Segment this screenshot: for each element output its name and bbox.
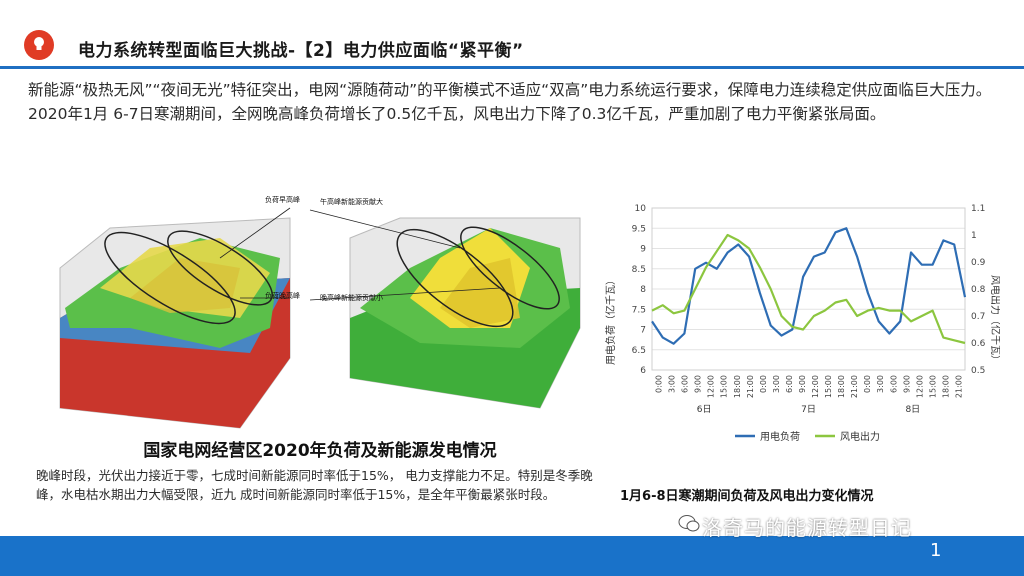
chart-legend: 用电负荷 风电出力 bbox=[735, 430, 880, 443]
x-tick-label: 0:00 bbox=[759, 375, 768, 393]
x-tick-label: 21:00 bbox=[746, 375, 755, 398]
y-tick-label: 10 bbox=[635, 204, 647, 214]
x-tick-label: 15:00 bbox=[928, 375, 937, 398]
x-tick-label: 6:00 bbox=[681, 375, 690, 393]
x-tick-label: 15:00 bbox=[720, 375, 729, 398]
x-tick-label: 21:00 bbox=[850, 375, 859, 398]
figure-label: 负荷晚高峰 bbox=[265, 291, 300, 300]
load-wind-line-chart: 6 6.5 7 7.5 8 8.5 9 9.5 10 0.5 0.6 0.7 0.8 0.9 1 1.1 0… bbox=[604, 204, 1000, 443]
series-line-wind bbox=[651, 233, 966, 345]
y2-tick-label: 0.5 bbox=[971, 366, 985, 376]
x-tick-label: 6:00 bbox=[889, 375, 898, 393]
x-tick-label: 12:00 bbox=[915, 375, 924, 398]
figure-caption-left: 国家电网经营区2020年负荷及新能源发电情况 bbox=[143, 441, 497, 461]
x-axis: 0:00 3:00 6:00 9:00 12:00 15:00 18:00 21:00 0:00… bbox=[655, 375, 964, 415]
lightbulb-icon bbox=[34, 37, 44, 50]
x-tick-label: 18:00 bbox=[941, 375, 950, 398]
y2-tick-label: 0.9 bbox=[971, 258, 986, 268]
y2-tick-label: 1 bbox=[971, 231, 977, 241]
x-tick-label: 21:00 bbox=[954, 375, 963, 398]
y-tick-label: 9 bbox=[640, 245, 646, 255]
y-tick-label: 8 bbox=[640, 285, 646, 295]
wechat-icon bbox=[678, 515, 700, 532]
x-tick-label: 18:00 bbox=[837, 375, 846, 398]
legend-label-load: 用电负荷 bbox=[760, 430, 800, 443]
y-axis-right: 0.5 0.6 0.7 0.8 0.9 1 1.1 bbox=[971, 204, 986, 376]
page-number: 1 bbox=[930, 540, 942, 561]
y2-tick-label: 0.8 bbox=[971, 285, 986, 295]
surface-block-left bbox=[59, 217, 291, 429]
watermark-text: 洛奇马的能源转型日记 bbox=[702, 516, 912, 540]
chart-grid bbox=[651, 207, 966, 371]
note-paragraph: 晚峰时段，光伏出力接近于零，七成时间新能源同时率低于15%， 电力支撑能力不足。… bbox=[36, 468, 593, 502]
lead-paragraph: 新能源“极热无风”“夜间无光”特征突出，电网“源随荷动”的平衡模式不适应“双高”… bbox=[28, 81, 992, 123]
chart-series bbox=[651, 227, 967, 345]
y-axis-left: 6 6.5 7 7.5 8 8.5 9 9.5 10 bbox=[632, 204, 647, 376]
day-label: 8日 bbox=[905, 404, 920, 415]
figure-label: 晚高峰新能源贡献小 bbox=[320, 293, 383, 302]
x-tick-label: 9:00 bbox=[694, 375, 703, 393]
x-tick-label: 3:00 bbox=[876, 375, 885, 393]
figure-caption-right: 1月6-8日寒潮期间负荷及风电出力变化情况 bbox=[620, 489, 874, 504]
figure-label: 负荷早高峰 bbox=[265, 195, 300, 204]
y-tick-label: 7.5 bbox=[632, 305, 646, 315]
x-tick-label: 9:00 bbox=[902, 375, 911, 393]
x-tick-label: 12:00 bbox=[707, 375, 716, 398]
y-tick-label: 8.5 bbox=[632, 265, 646, 275]
x-tick-label: 0:00 bbox=[655, 375, 664, 393]
day-label: 6日 bbox=[697, 404, 712, 415]
y-tick-label: 9.5 bbox=[632, 224, 646, 234]
y2-axis-label: 风电出力（亿千瓦） bbox=[989, 275, 1000, 365]
x-tick-label: 18:00 bbox=[733, 375, 742, 398]
x-tick-label: 9:00 bbox=[798, 375, 807, 393]
day-label: 7日 bbox=[801, 404, 816, 415]
y-tick-label: 7 bbox=[640, 326, 646, 336]
x-tick-label: 15:00 bbox=[824, 375, 833, 398]
y2-tick-label: 1.1 bbox=[971, 204, 985, 214]
y-tick-label: 6 bbox=[640, 366, 646, 376]
title-divider bbox=[0, 66, 1024, 69]
x-tick-label: 12:00 bbox=[811, 375, 820, 398]
y2-tick-label: 0.7 bbox=[971, 312, 985, 322]
y-axis-label: 用电负荷（亿千瓦） bbox=[604, 275, 617, 365]
x-tick-label: 3:00 bbox=[668, 375, 677, 393]
plot-frame bbox=[651, 207, 966, 371]
slide-title: 电力系统转型面临巨大挑战-【2】电力供应面临“紧平衡” bbox=[78, 41, 524, 61]
figure-label: 午高峰新能源贡献大 bbox=[320, 197, 383, 206]
x-tick-label: 3:00 bbox=[772, 375, 781, 393]
x-tick-label: 0:00 bbox=[863, 375, 872, 393]
y-tick-label: 6.5 bbox=[632, 346, 646, 356]
surface-block-right bbox=[349, 217, 581, 409]
series-line-load bbox=[651, 227, 967, 345]
y2-tick-label: 0.6 bbox=[971, 339, 986, 349]
x-tick-label: 6:00 bbox=[785, 375, 794, 393]
footer-bar bbox=[0, 536, 1024, 576]
legend-label-wind: 风电出力 bbox=[840, 430, 880, 443]
load-surface-figure: 负荷早高峰 午高峰新能源贡献大 负荷晚高峰 晚高峰新能源贡献小 bbox=[59, 195, 581, 429]
